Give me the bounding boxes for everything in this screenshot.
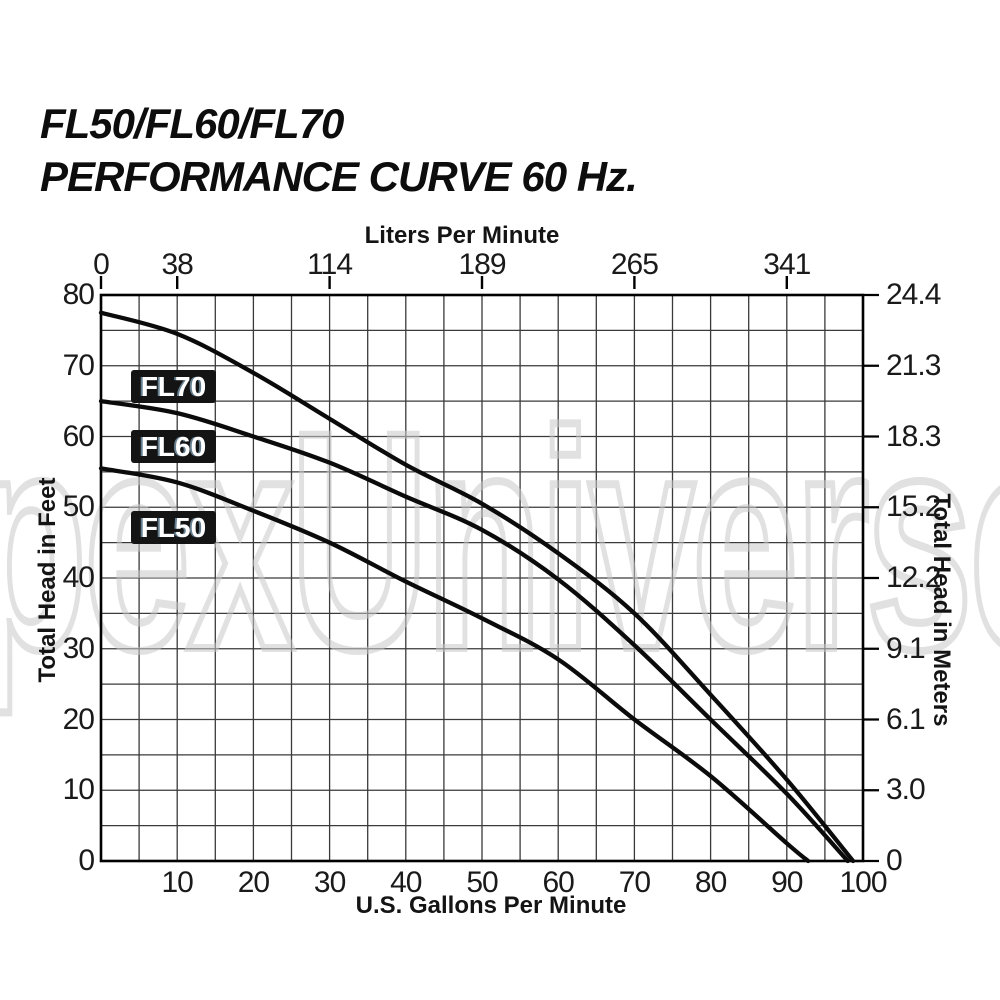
top-tick-label-341: 341 — [763, 248, 811, 281]
bottom-tick-label-70: 70 — [618, 866, 651, 899]
left-tick-label-30: 30 — [62, 631, 95, 665]
bottom-tick-label-40: 40 — [390, 866, 422, 899]
right-tick-label-9.1: 9.1 — [886, 631, 926, 665]
top-tick-label-114: 114 — [307, 248, 353, 281]
series-label-fl60: FL60 — [131, 430, 216, 463]
bottom-tick-label-30: 30 — [313, 866, 346, 899]
bottom-tick-label-10: 10 — [161, 866, 194, 899]
bottom-tick-label-60: 60 — [542, 866, 575, 899]
bottom-tick-label-100: 100 — [839, 866, 887, 899]
left-tick-label-70: 70 — [62, 348, 95, 382]
right-tick-label-24.4: 24.4 — [886, 278, 941, 311]
bottom-axis-title: U.S. Gallons Per Minute — [355, 892, 627, 919]
left-tick-label-20: 20 — [62, 702, 95, 736]
page-title-line1: FL50/FL60/FL70 — [40, 100, 344, 147]
curve-fl50 — [98, 466, 811, 864]
left-tick-label-0: 0 — [78, 844, 95, 877]
right-axis-ticks — [863, 293, 879, 863]
right-tick-label-21.3: 21.3 — [886, 348, 941, 382]
top-tick-label-189: 189 — [458, 248, 506, 281]
bottom-tick-label-90: 90 — [771, 866, 803, 899]
right-tick-label-6.1: 6.1 — [886, 702, 926, 736]
top-tick-label-0: 0 — [93, 248, 110, 281]
top-tick-label-38: 38 — [161, 248, 194, 281]
curve-fl70 — [98, 310, 856, 864]
page-title-line2: PERFORMANCE CURVE 60 Hz. — [40, 153, 638, 200]
right-tick-label-0: 0 — [886, 844, 903, 877]
right-tick-label-18.3: 18.3 — [886, 419, 941, 453]
bottom-tick-label-80: 80 — [694, 866, 727, 899]
page-title: FL50/FL60/FL70 PERFORMANCE CURVE 60 Hz. — [40, 97, 638, 203]
series-label-fl50: FL50 — [131, 511, 216, 544]
left-tick-label-60: 60 — [62, 419, 95, 453]
right-tick-label-15.2: 15.2 — [886, 490, 941, 524]
bottom-tick-label-50: 50 — [466, 866, 498, 899]
left-tick-label-10: 10 — [62, 773, 95, 807]
right-tick-label-12.2: 12.2 — [886, 561, 941, 594]
bottom-tick-label-20: 20 — [237, 866, 270, 899]
top-axis-title: Liters Per Minute — [364, 222, 560, 249]
left-tick-label-40: 40 — [62, 561, 95, 594]
left-tick-label-80: 80 — [62, 278, 95, 311]
series-label-fl70: FL70 — [131, 370, 216, 403]
right-tick-label-3.0: 3.0 — [886, 773, 926, 807]
top-axis-ticks — [99, 276, 788, 289]
top-tick-label-265: 265 — [610, 248, 659, 281]
curve-fl60 — [98, 398, 850, 864]
right-axis-title: Total Head in Meters — [928, 493, 955, 727]
left-tick-label-50: 50 — [62, 490, 95, 524]
